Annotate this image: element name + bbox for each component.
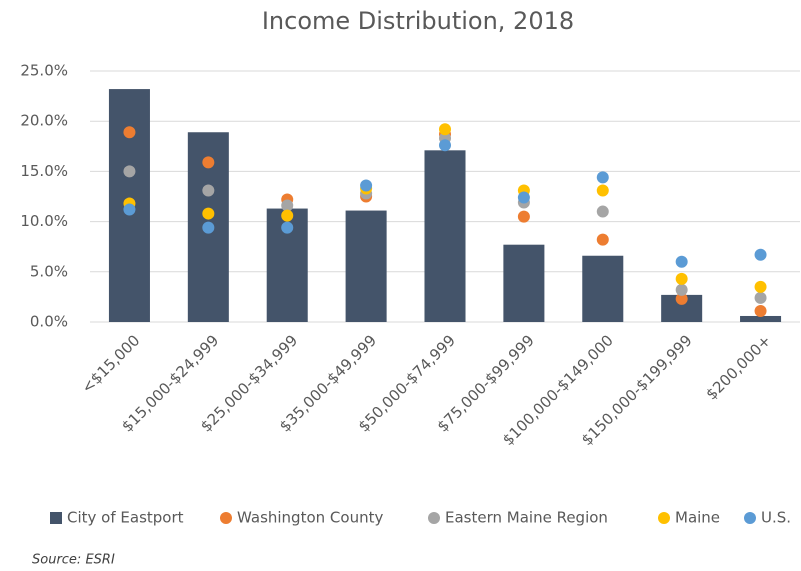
dot [675, 283, 688, 296]
dot [123, 203, 136, 216]
dot [202, 221, 215, 234]
dot [123, 126, 136, 139]
dot [281, 209, 294, 222]
legend-label: Washington County [237, 509, 383, 527]
dot [439, 139, 451, 152]
bar [503, 244, 545, 322]
legend-swatch [50, 512, 62, 524]
legend-swatch [428, 512, 440, 524]
dot [754, 291, 767, 304]
dot [202, 184, 215, 197]
dot [202, 156, 215, 169]
dot [754, 248, 767, 261]
legend-swatch [744, 512, 756, 524]
dot [754, 280, 767, 293]
y-tick-label: 5.0% [30, 262, 68, 280]
y-tick-label: 20.0% [20, 112, 68, 130]
dot [281, 199, 294, 212]
y-tick-label: 0.0% [30, 313, 68, 331]
bar [582, 255, 624, 322]
dot [596, 184, 609, 197]
x-tick-label: $200,000+ [702, 331, 774, 403]
y-tick-label: 10.0% [20, 212, 68, 230]
dot [754, 304, 767, 317]
dot [675, 272, 688, 285]
dot [123, 165, 136, 178]
dot [517, 210, 530, 223]
bar [424, 150, 466, 322]
dot [281, 221, 294, 234]
dot [439, 123, 451, 136]
bar [345, 210, 387, 322]
dot [596, 171, 609, 184]
dot [675, 292, 688, 305]
legend-label: Eastern Maine Region [445, 509, 608, 527]
dot [360, 179, 373, 192]
dot [517, 191, 530, 204]
chart-title: Income Distribution, 2018 [262, 7, 574, 35]
source-note: Source: ESRI [32, 553, 115, 568]
dot [596, 205, 609, 218]
legend-swatch [220, 512, 232, 524]
dot [675, 255, 688, 268]
legend-swatch [658, 512, 670, 524]
y-tick-label: 15.0% [20, 162, 68, 180]
y-tick-label: 25.0% [20, 62, 68, 80]
bar [740, 315, 782, 322]
dot [202, 207, 215, 220]
legend-label: City of Eastport [67, 509, 184, 527]
legend-label: U.S. [761, 509, 791, 527]
dot [596, 233, 609, 246]
x-tick-label: <$15,000 [78, 331, 143, 396]
legend-label: Maine [675, 509, 720, 527]
